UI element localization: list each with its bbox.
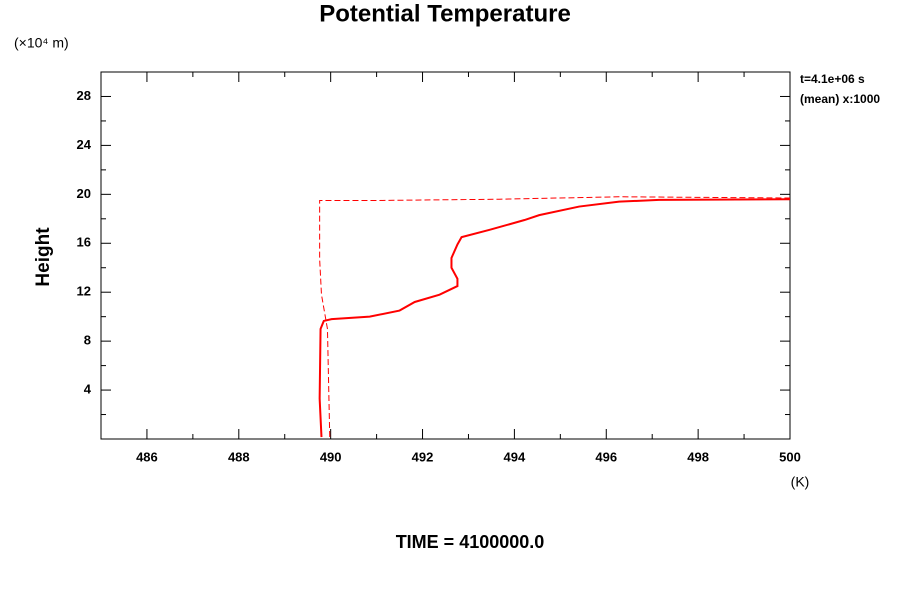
annotation: (mean) x:1000	[800, 92, 880, 106]
y-tick-label: 8	[84, 333, 91, 348]
x-tick-label: 486	[136, 449, 158, 464]
y-unit-label: (×10⁴ m)	[14, 35, 69, 51]
x-tick-label: 490	[320, 449, 342, 464]
x-tick-label: 496	[595, 449, 617, 464]
x-tick-label: 488	[228, 449, 250, 464]
y-tick-label: 20	[77, 186, 91, 201]
x-tick-label: 500	[779, 449, 801, 464]
data-line	[318, 198, 791, 438]
chart-title: Potential Temperature	[319, 0, 571, 27]
y-tick-label: 28	[77, 88, 91, 103]
plot-frame	[100, 71, 791, 440]
x-tick-label: 494	[504, 449, 526, 464]
footer: TIME = 4100000.0	[396, 532, 545, 552]
annotation: t=4.1e+06 s	[800, 72, 865, 86]
x-unit-label: (K)	[791, 474, 810, 490]
y-tick-label: 4	[84, 382, 92, 397]
data-line	[319, 196, 791, 438]
x-tick-label: 498	[687, 449, 709, 464]
y-tick-label: 24	[77, 137, 92, 152]
y-tick-label: 16	[77, 235, 91, 250]
y-tick-label: 12	[77, 284, 91, 299]
x-tick-label: 492	[412, 449, 434, 464]
y-axis-label: Height	[33, 227, 54, 287]
